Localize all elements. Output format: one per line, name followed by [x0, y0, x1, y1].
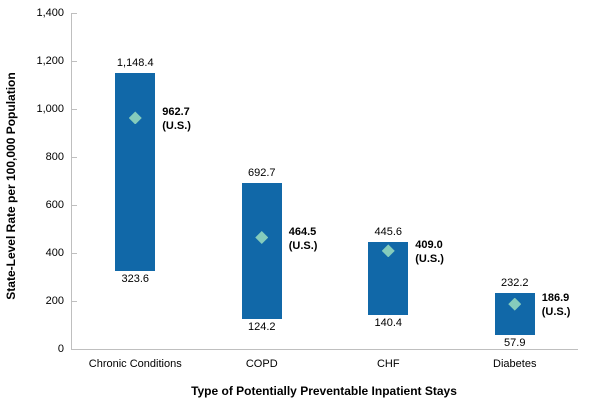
y-tick-label: 600: [45, 199, 64, 211]
y-tick-mark: [72, 348, 77, 350]
x-axis-title: Type of Potentially Preventable Inpatien…: [191, 384, 457, 398]
y-tick-mark: [72, 204, 77, 206]
us-rate-suffix: (U.S.): [162, 119, 191, 132]
min-value-label-chf: 140.4: [374, 317, 403, 330]
range-bar-chronic-conditions: [115, 73, 156, 272]
y-tick-mark: [72, 300, 77, 302]
y-tick-label: 400: [45, 247, 64, 259]
us-rate-label-chronic-conditions: 962.7 (U.S.): [162, 105, 222, 133]
us-rate-label-copd: 464.5 (U.S.): [289, 225, 349, 253]
category-label-copd: COPD: [245, 358, 278, 370]
us-rate-diamond-icon-copd: [255, 231, 269, 245]
max-value-label-chronic-conditions: 1,148.4: [116, 57, 154, 70]
max-value-label-diabetes: 232.2: [500, 277, 529, 290]
y-tick-label: 0: [57, 343, 64, 355]
us-rate-value: 409.0: [415, 238, 443, 251]
us-rate-label-chf: 409.0 (U.S.): [415, 238, 475, 266]
max-value-label-copd: 692.7: [247, 166, 276, 179]
y-tick-label: 800: [45, 151, 64, 163]
y-tick-mark: [72, 60, 77, 62]
y-tick-label: 1,000: [36, 103, 64, 115]
min-value-label-chronic-conditions: 323.6: [121, 273, 150, 286]
min-value-label-copd: 124.2: [247, 321, 276, 334]
y-tick-mark: [72, 252, 77, 254]
category-label-chf: CHF: [376, 358, 400, 370]
y-tick-label: 200: [45, 295, 64, 307]
us-rate-value: 186.9: [541, 292, 570, 305]
y-tick-mark: [72, 108, 77, 110]
us-rate-value: 962.7: [162, 105, 190, 118]
range-bar-copd: [241, 182, 282, 320]
us-rate-suffix: (U.S.): [288, 239, 318, 252]
category-label-diabetes: Diabetes: [493, 358, 537, 370]
y-tick-mark: [72, 12, 77, 14]
category-label-chronic-conditions: Chronic Conditions: [88, 358, 182, 370]
us-rate-value: 464.5: [288, 225, 317, 238]
us-rate-diamond-icon-chronic-conditions: [128, 111, 142, 125]
y-tick-mark: [72, 156, 77, 158]
plot-area: 0 200 400 600 800 1,000 1,200 1,400 1,148.4 323.6…: [36, 7, 578, 370]
us-rate-diamond-icon-chf: [381, 244, 395, 258]
us-rate-suffix: (U.S.): [415, 252, 444, 265]
us-rate-diamond-icon-diabetes: [508, 297, 522, 311]
min-value-label-diabetes: 57.9: [504, 337, 526, 350]
y-tick-label: 1,400: [36, 7, 64, 19]
us-rate-suffix: (U.S.): [541, 306, 571, 319]
y-tick-label: 1,200: [36, 55, 64, 67]
max-value-label-chf: 445.6: [374, 226, 403, 239]
us-rate-label-diabetes: 186.9 (U.S.): [542, 291, 602, 319]
